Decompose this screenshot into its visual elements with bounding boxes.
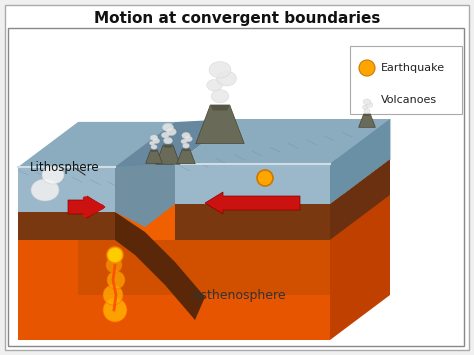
FancyArrow shape <box>68 196 105 218</box>
Ellipse shape <box>181 139 187 144</box>
Ellipse shape <box>164 137 173 144</box>
Text: Earthquake: Earthquake <box>381 63 445 73</box>
Ellipse shape <box>31 179 59 201</box>
Circle shape <box>103 298 127 322</box>
Polygon shape <box>175 159 390 204</box>
Ellipse shape <box>366 102 373 108</box>
Circle shape <box>257 170 273 186</box>
Polygon shape <box>78 122 175 167</box>
Polygon shape <box>18 212 115 240</box>
Polygon shape <box>18 240 330 340</box>
Text: Lithosphere: Lithosphere <box>30 162 100 175</box>
Polygon shape <box>18 122 175 167</box>
Polygon shape <box>18 195 390 240</box>
Text: Asthenosphere: Asthenosphere <box>193 289 287 301</box>
Polygon shape <box>235 119 390 159</box>
Circle shape <box>107 247 123 263</box>
Polygon shape <box>115 159 235 212</box>
Polygon shape <box>182 149 190 151</box>
Ellipse shape <box>151 145 157 149</box>
Ellipse shape <box>211 89 229 103</box>
Polygon shape <box>175 164 330 204</box>
Polygon shape <box>78 195 390 295</box>
Ellipse shape <box>149 141 155 145</box>
Ellipse shape <box>182 143 189 148</box>
Polygon shape <box>146 150 163 163</box>
Polygon shape <box>115 119 235 167</box>
Ellipse shape <box>182 132 190 139</box>
Circle shape <box>103 285 123 305</box>
Polygon shape <box>115 164 175 227</box>
Polygon shape <box>210 105 230 110</box>
Ellipse shape <box>185 136 192 142</box>
Polygon shape <box>156 145 180 164</box>
Polygon shape <box>364 114 370 116</box>
Text: Motion at convergent boundaries: Motion at convergent boundaries <box>94 11 380 26</box>
Ellipse shape <box>153 138 160 143</box>
Ellipse shape <box>209 61 231 78</box>
Ellipse shape <box>166 128 176 136</box>
Ellipse shape <box>363 105 368 109</box>
Polygon shape <box>175 119 390 164</box>
FancyBboxPatch shape <box>5 5 469 350</box>
Ellipse shape <box>363 99 371 105</box>
Polygon shape <box>18 167 115 212</box>
Ellipse shape <box>42 166 64 184</box>
Circle shape <box>107 271 125 289</box>
Ellipse shape <box>150 135 158 141</box>
Polygon shape <box>330 159 390 240</box>
Polygon shape <box>177 149 195 164</box>
Polygon shape <box>359 114 375 127</box>
Polygon shape <box>163 145 173 148</box>
Polygon shape <box>18 167 175 212</box>
Polygon shape <box>196 105 244 143</box>
FancyArrow shape <box>205 192 300 214</box>
Polygon shape <box>175 204 330 240</box>
Polygon shape <box>151 150 157 152</box>
Text: Volcanoes: Volcanoes <box>381 95 437 105</box>
Ellipse shape <box>163 123 173 131</box>
Polygon shape <box>330 119 390 204</box>
FancyBboxPatch shape <box>350 46 462 114</box>
Ellipse shape <box>162 132 169 138</box>
Polygon shape <box>330 195 390 340</box>
Ellipse shape <box>207 80 222 91</box>
Circle shape <box>106 257 122 273</box>
Ellipse shape <box>217 71 237 86</box>
Circle shape <box>359 60 375 76</box>
Polygon shape <box>115 212 205 320</box>
Ellipse shape <box>364 109 370 113</box>
